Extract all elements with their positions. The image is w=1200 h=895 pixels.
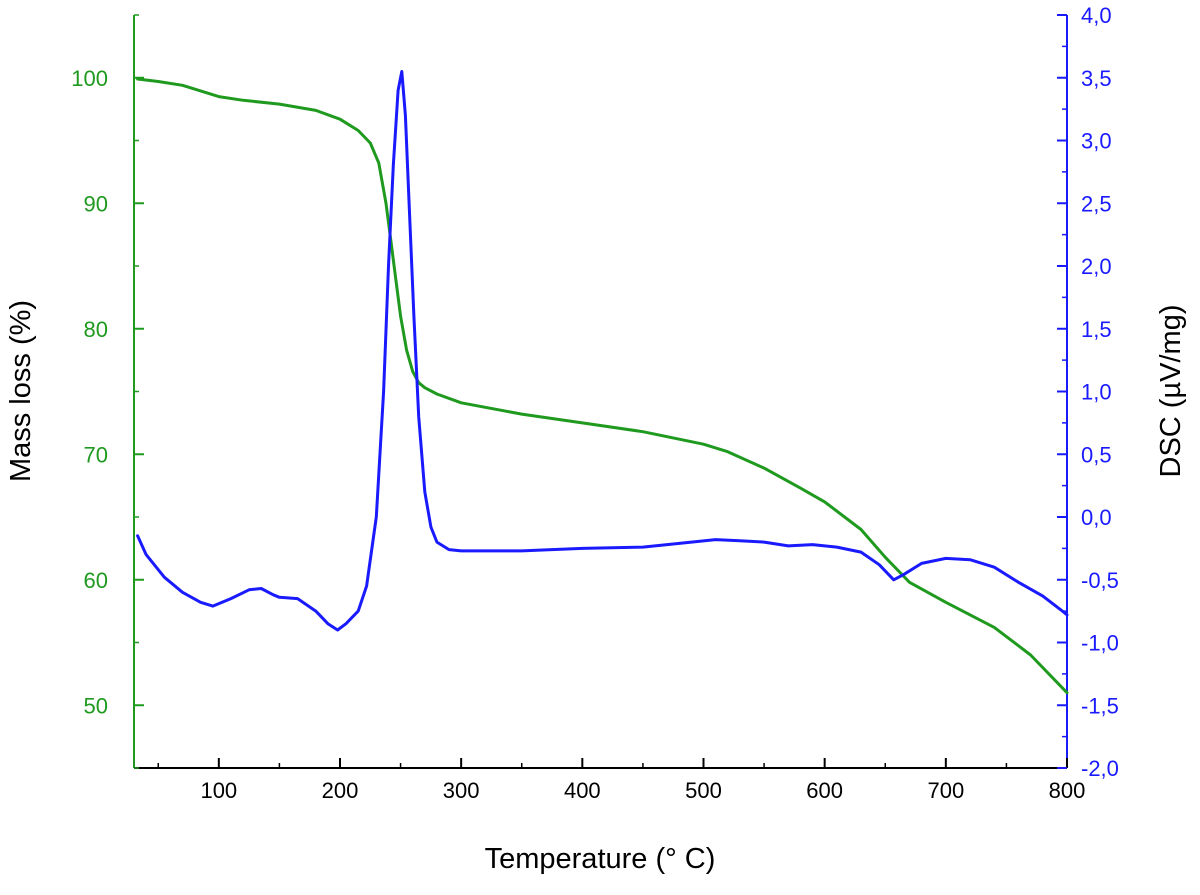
left-y-tick-label: 70 bbox=[84, 442, 108, 467]
x-axis-ticks: 100 200 300 400 500 600 700 800 bbox=[157, 758, 1086, 803]
right-y-tick-label: 1,5 bbox=[1081, 317, 1112, 342]
right-y-tick-label: -0,5 bbox=[1081, 568, 1119, 593]
x-tick-label: 400 bbox=[564, 778, 601, 803]
right-y-tick-label: 0,0 bbox=[1081, 505, 1112, 530]
right-y-tick-label: -2,0 bbox=[1081, 756, 1119, 781]
x-tick-label: 300 bbox=[443, 778, 480, 803]
x-axis-title: Temperature (° C) bbox=[485, 843, 716, 875]
right-y-tick-label: 0,5 bbox=[1081, 442, 1112, 467]
left-y-tick-label: 80 bbox=[84, 317, 108, 342]
x-tick-label: 800 bbox=[1049, 778, 1086, 803]
left-y-tick-label: 100 bbox=[71, 66, 108, 91]
left-y-tick-label: 60 bbox=[84, 568, 108, 593]
x-tick-label: 700 bbox=[927, 778, 964, 803]
left-y-axis-title: Mass loss (%) bbox=[5, 300, 37, 482]
right-y-tick-label: 2,0 bbox=[1081, 254, 1112, 279]
right-y-tick-label: 3,5 bbox=[1081, 66, 1112, 91]
right-y-tick-label: -1,5 bbox=[1081, 693, 1119, 718]
x-tick-label: 500 bbox=[685, 778, 722, 803]
x-tick-label: 200 bbox=[322, 778, 359, 803]
right-y-tick-label: 3,0 bbox=[1081, 129, 1112, 154]
x-tick-label: 600 bbox=[806, 778, 843, 803]
dsc-series-line bbox=[136, 70, 1069, 632]
right-y-axis-title: DSC (µV/mg) bbox=[1155, 305, 1187, 478]
series-layer bbox=[136, 70, 1069, 695]
left-y-tick-label: 50 bbox=[84, 693, 108, 718]
right-y-tick-label: -1,0 bbox=[1081, 631, 1119, 656]
right-y-tick-label: 1,0 bbox=[1081, 380, 1112, 405]
mass-loss-series-line bbox=[136, 77, 1069, 695]
right-y-tick-label: 4,0 bbox=[1081, 3, 1112, 28]
left-y-axis-ticks: 50 60 70 80 90 100 bbox=[71, 14, 144, 769]
right-y-tick-label: 2,5 bbox=[1081, 191, 1112, 216]
x-tick-label: 100 bbox=[200, 778, 237, 803]
left-y-tick-label: 90 bbox=[84, 191, 108, 216]
plot-frame bbox=[133, 15, 1068, 769]
right-y-axis-ticks: -2,0 -1,5 -1,0 -0,5 0,0 0,5 1,0 1,5 2,0 2,5 3,0 3,5… bbox=[1057, 3, 1119, 781]
